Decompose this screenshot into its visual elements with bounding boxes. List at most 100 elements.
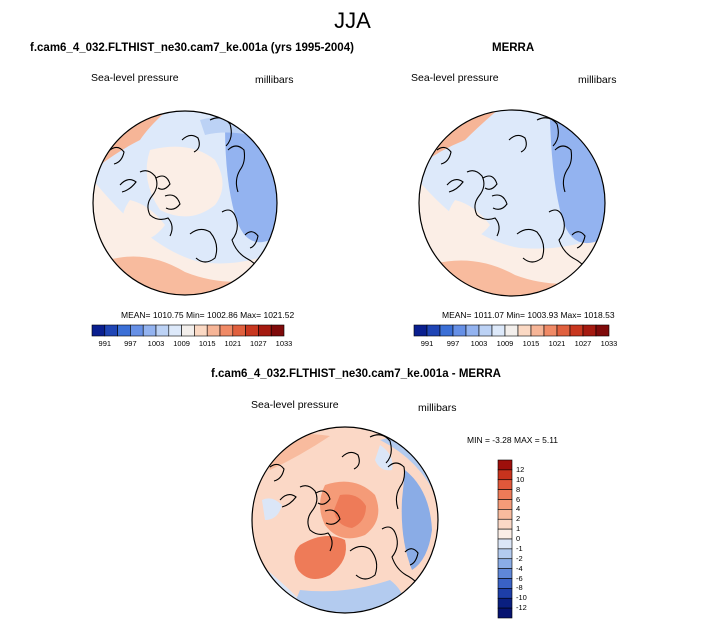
- panel1-coastlines: [109, 117, 265, 277]
- panel3-colorbar-label: 0: [516, 534, 521, 543]
- panel3-colorbar-label: 6: [516, 494, 521, 504]
- panel1-stats: MEAN= 1010.75 Min= 1002.86 Max= 1021.52: [121, 310, 295, 320]
- panel2-colorbar-box: [439, 324, 454, 337]
- panel2-colorbar-box: [556, 324, 571, 337]
- panel2-colorbar-label: 1003: [470, 339, 488, 348]
- panel3-colorbar-box: [497, 499, 513, 510]
- panel2-colorbar-label: 1021: [548, 339, 566, 348]
- panel3-units: millibars: [418, 402, 457, 414]
- panel1-colorbar-box: [142, 324, 157, 337]
- panel2-colorbar-box: [491, 324, 506, 337]
- panel2-units: millibars: [578, 74, 617, 86]
- panel3-map-border: [251, 426, 439, 614]
- panel3-colorbar-label: 12: [516, 464, 525, 474]
- panel2-colorbar-box: [569, 324, 584, 337]
- panel3-colorbar-box: [497, 509, 513, 520]
- panel3-stats: MIN = -3.28 MAX = 5.11: [467, 435, 559, 445]
- panel3-map: [252, 427, 438, 613]
- panel2-colorbar-box: [530, 324, 545, 337]
- panel1-colorbar-box: [181, 324, 195, 337]
- panel2-colorbar-label: 1015: [522, 339, 540, 348]
- panel1-colorbar-box: [104, 324, 118, 337]
- panel3-colorbar: [497, 459, 513, 619]
- panel2-colorbar-box: [478, 324, 493, 337]
- panel1-colorbar-label: 991: [98, 339, 112, 348]
- panel3-title: f.cam6_4_032.FLTHIST_ne30.cam7_ke.001a -…: [211, 368, 501, 380]
- panel1-colorbar-box: [245, 324, 259, 337]
- panel2-stats: MEAN= 1011.07 Min= 1003.93 Max= 1018.53: [442, 310, 615, 320]
- panel2-variable: Sea-level pressure: [411, 72, 499, 84]
- panel3-colorbar-box: [497, 607, 513, 619]
- panel1-colorbar-box: [117, 324, 131, 337]
- panel2-colorbar-label: 997: [446, 339, 460, 348]
- panel1-colorbar-box: [206, 324, 221, 337]
- panel3-colorbar-box: [497, 489, 513, 500]
- panel1-colorbar-box: [270, 324, 285, 337]
- panel1-map: [93, 111, 277, 295]
- panel2-colorbar-label: 1033: [600, 339, 618, 348]
- panel3-colorbar-label: -12: [516, 603, 527, 613]
- panel1-colorbar-label: 1009: [173, 339, 190, 348]
- panel2-colorbar-label: 1009: [496, 339, 514, 348]
- panel2-colorbar: [413, 324, 610, 337]
- panel2-colorbar-box: [426, 324, 441, 337]
- panel2-colorbar-label: 1027: [574, 339, 592, 348]
- panel1-colorbar-label: 1015: [198, 339, 216, 348]
- panel1-colorbar-box: [130, 324, 144, 337]
- panel3-colorbar-box: [497, 578, 513, 589]
- panel3-colorbar-box: [497, 548, 513, 560]
- panel2-colorbar-box: [452, 324, 467, 337]
- panel3-colorbar-box: [497, 518, 513, 530]
- panel1-title: f.cam6_4_032.FLTHIST_ne30.cam7_ke.001a (…: [30, 42, 354, 54]
- panel3-colorbar-label: 8: [516, 484, 521, 494]
- panel3-colorbar-label: 2: [516, 514, 521, 524]
- panel2-map-border: [418, 109, 606, 297]
- panel3-colorbar-box: [497, 528, 513, 540]
- panel3-colorbar-label: -1: [516, 543, 523, 553]
- panel3-colorbar-label: -8: [516, 583, 523, 593]
- panel1-colorbar-box: [194, 324, 208, 337]
- panel1-colorbar-box: [91, 324, 106, 337]
- panel2-coastlines: [436, 117, 592, 277]
- panel1-colorbar-box: [232, 324, 246, 337]
- season-title: JJA: [334, 8, 371, 33]
- panel3-variable: Sea-level pressure: [251, 399, 339, 411]
- panel1-variable: Sea-level pressure: [91, 72, 179, 84]
- panel2-colorbar-box: [543, 324, 558, 337]
- panel1-colorbar-box: [155, 324, 170, 337]
- panel2-colorbar-box: [465, 324, 480, 337]
- panel3-colorbar-label: -10: [516, 593, 527, 603]
- panel3-colorbar-box: [497, 588, 513, 599]
- panel1-colorbar-box: [168, 324, 182, 337]
- panel1-colorbar-label: 1003: [147, 339, 165, 348]
- panel1-map-border: [92, 110, 278, 296]
- panel2-colorbar-box: [504, 324, 519, 337]
- panel1-colorbar-box: [219, 324, 234, 337]
- panel2-colorbar-box: [582, 324, 597, 337]
- panel3-colorbar-box: [497, 597, 513, 609]
- panel1-colorbar-label: 1027: [250, 339, 267, 348]
- panel3-colorbar-box: [497, 459, 513, 471]
- panel2-title: MERRA: [492, 42, 535, 54]
- panel1-colorbar-label: 1033: [275, 339, 293, 348]
- panel2-colorbar-box: [413, 324, 428, 337]
- panel3-colorbar-label: -2: [516, 553, 523, 563]
- panel3-colorbar-label: -6: [516, 573, 523, 583]
- panel1-colorbar-box: [258, 324, 272, 337]
- panel1-colorbar-label: 997: [124, 339, 137, 348]
- panel3-coastlines: [269, 434, 425, 594]
- panel3-colorbar-label: 10: [516, 474, 525, 484]
- panel1-colorbar: [91, 324, 285, 337]
- panel1-colorbar-label: 1021: [224, 339, 242, 348]
- panel1-units: millibars: [255, 74, 294, 86]
- panel3-colorbar-box: [497, 479, 513, 490]
- panel2-colorbar-box: [517, 324, 532, 337]
- panel3-colorbar-label: -4: [516, 563, 523, 573]
- panel2-colorbar-label: 991: [420, 339, 434, 348]
- panel3-colorbar-box: [497, 558, 513, 569]
- panel3-colorbar-box: [497, 538, 513, 550]
- panel3-colorbar-box: [497, 469, 513, 481]
- panel3-colorbar-label: 1: [516, 524, 521, 534]
- panel3-colorbar-box: [497, 568, 513, 579]
